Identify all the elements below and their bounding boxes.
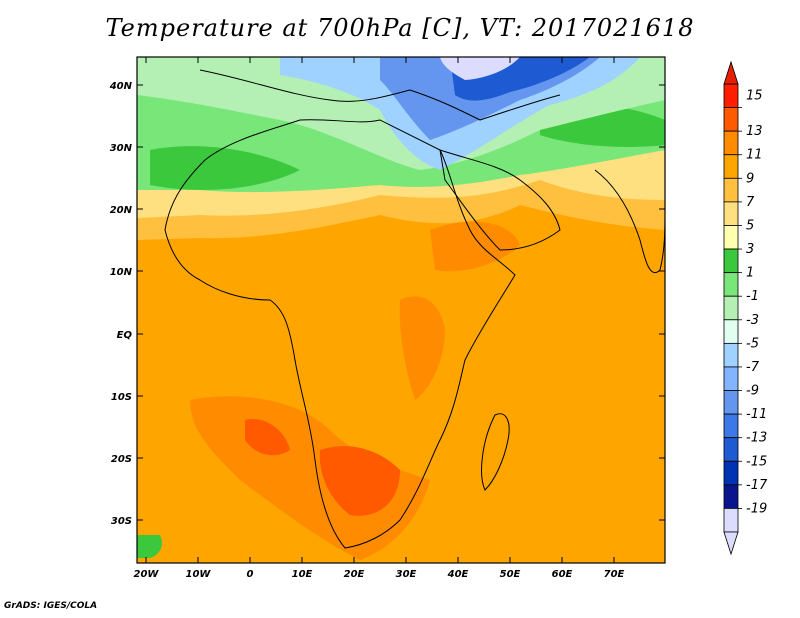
lon-tick-label: 40E <box>447 569 469 580</box>
lat-axis: 40N 30N 20N 10N EQ 10S 20S 30S <box>109 81 665 527</box>
colorbar-label: 7 <box>746 195 755 210</box>
africa-coastline <box>164 119 516 549</box>
field-band-11c <box>430 221 520 272</box>
lat-tick-label: EQ <box>117 330 133 341</box>
colorbar-segment <box>723 366 739 391</box>
colorbar-segment <box>723 154 739 179</box>
colorbar-label: 13 <box>746 124 763 139</box>
colorbar-label: 15 <box>746 89 763 104</box>
colorbar-label: 3 <box>746 242 754 257</box>
colorbar-bottom-arrow <box>723 531 739 556</box>
lon-tick-label: 30E <box>396 569 417 580</box>
colorbar: 15 13 11 9 7 5 3 1 -1 -3 -5 -7 -9 -11 -13 -15 -17 -19 <box>723 60 768 556</box>
chart-title: Temperature at 700hPa [C], VT: 201702161… <box>105 14 695 42</box>
colorbar-label: -9 <box>746 384 759 399</box>
lon-tick-label: 60E <box>552 569 573 580</box>
colorbar-segment <box>723 319 739 344</box>
colorbar-label: -19 <box>746 501 767 516</box>
colorbar-label: -1 <box>746 289 759 304</box>
arabia-coastline <box>439 149 561 251</box>
colorbar-segment <box>723 130 739 156</box>
temperature-field <box>137 57 665 563</box>
lat-tick-label: 30N <box>110 143 133 154</box>
colorbar-label: -13 <box>746 431 767 446</box>
colorbar-label: 5 <box>746 218 754 233</box>
lon-tick-label: 10W <box>186 569 212 580</box>
lat-tick-label: 10S <box>111 392 132 403</box>
colorbar-label: -3 <box>746 313 759 328</box>
lat-tick-label: 30S <box>111 516 132 527</box>
lon-tick-label: 10E <box>292 569 313 580</box>
lon-tick-label: 20W <box>134 569 160 580</box>
lon-axis: 20W 10W 0 10E 20E 30E 40E 50E 60E 70E <box>134 57 625 580</box>
plot-frame <box>136 56 666 564</box>
colorbar-top-arrow <box>723 60 739 85</box>
colorbar-label: 9 <box>746 171 754 186</box>
colorbar-label: -17 <box>746 478 768 493</box>
colorbar-segment <box>723 342 739 368</box>
colorbar-segment <box>723 201 739 226</box>
europe-coastline <box>199 69 561 121</box>
lon-tick-label: 20E <box>344 569 365 580</box>
field-band-11b <box>399 296 445 400</box>
lon-tick-label: 70E <box>604 569 625 580</box>
field-band-m19 <box>440 57 520 80</box>
field-band-13b <box>245 419 290 456</box>
colorbar-segment <box>723 437 739 462</box>
colorbar-segment <box>723 272 739 297</box>
field-band-13 <box>319 446 400 516</box>
colorbar-label: -7 <box>746 360 760 375</box>
colorbar-segment <box>723 460 739 486</box>
colorbar-segment <box>723 225 739 250</box>
colorbar-label: 11 <box>746 148 763 163</box>
colorbar-label: -15 <box>746 454 767 469</box>
colorbar-segment <box>723 248 739 274</box>
colorbar-label: -5 <box>746 336 759 351</box>
lat-tick-label: 40N <box>109 81 133 92</box>
colorbar-segment <box>723 508 739 533</box>
colorbar-label: -11 <box>746 407 767 422</box>
madagascar-outline <box>481 413 510 491</box>
colorbar-segment <box>723 107 739 132</box>
colorbar-segment <box>723 390 739 415</box>
colorbar-segment <box>723 484 739 509</box>
field-band-3c <box>137 535 162 558</box>
lon-tick-label: 0 <box>247 569 254 580</box>
lat-tick-label: 20N <box>110 205 133 216</box>
india-coastline <box>594 169 666 273</box>
lat-tick-label: 20S <box>111 454 132 465</box>
lon-tick-label: 50E <box>500 569 521 580</box>
colorbar-segment <box>723 413 739 439</box>
credit-text: GrADS: IGES/COLA <box>4 601 98 611</box>
lat-tick-label: 10N <box>110 267 133 278</box>
colorbar-segment <box>723 295 739 321</box>
colorbar-label: 1 <box>746 266 754 281</box>
colorbar-segment <box>723 177 739 203</box>
colorbar-segment <box>723 83 739 108</box>
